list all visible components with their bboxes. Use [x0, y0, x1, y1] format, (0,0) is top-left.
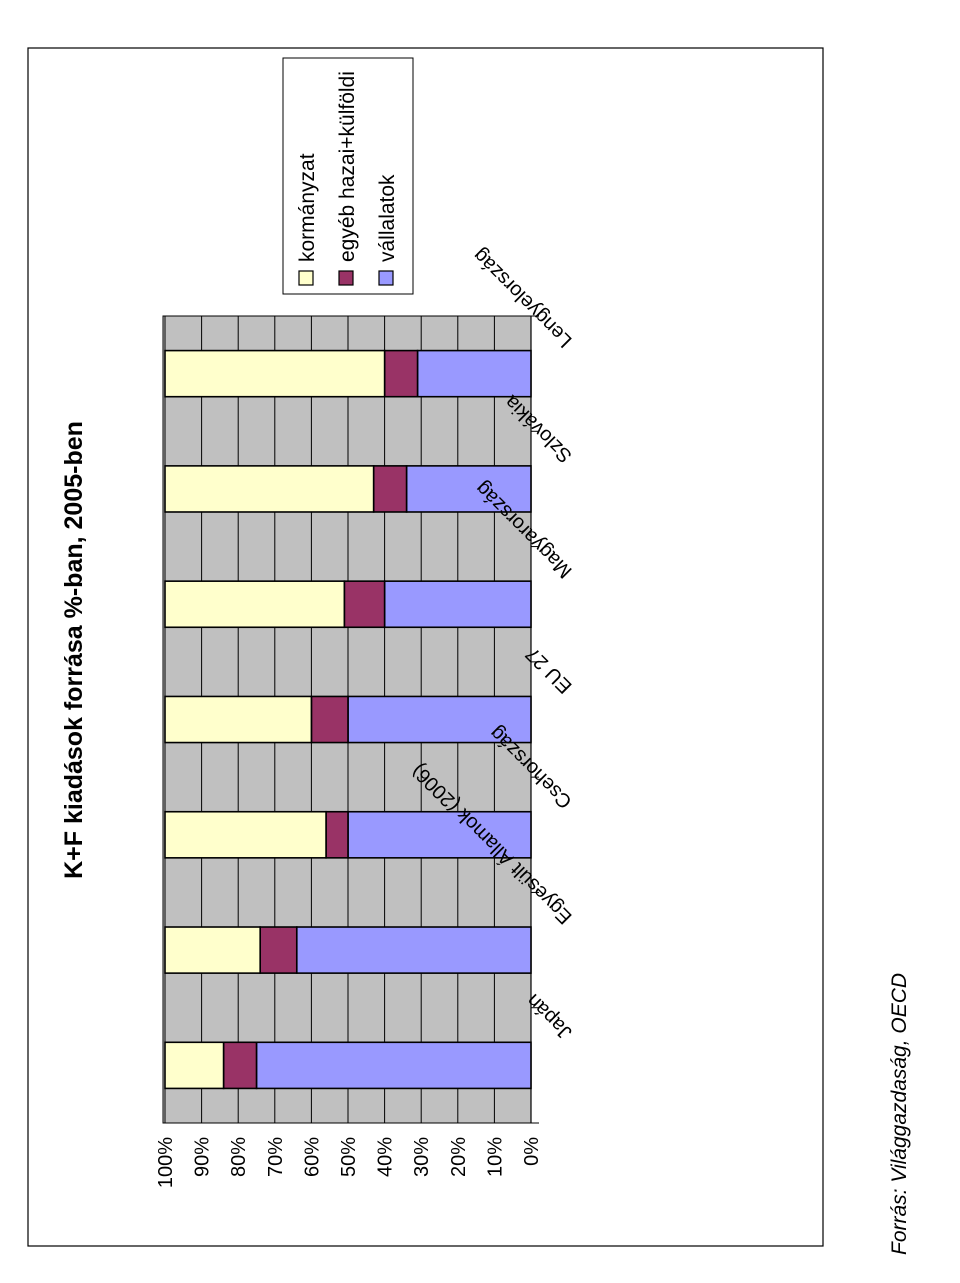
- bar-segment: [164, 349, 386, 398]
- bar-segment: [310, 695, 349, 744]
- bar-segment: [164, 1041, 225, 1090]
- bar-segment: [164, 810, 327, 859]
- y-tick-label: 70%: [265, 1137, 287, 1177]
- source-note: Forrás: Világgazdaság, OECD: [888, 973, 911, 1255]
- y-tick-label: 50%: [338, 1137, 360, 1177]
- legend-label: vállalatok: [376, 174, 399, 262]
- chart-title: K+F kiadások forrása %-ban, 2005-ben: [60, 421, 88, 879]
- y-tick-label: 100%: [155, 1137, 177, 1188]
- y-tick-label: 20%: [448, 1137, 470, 1177]
- bar-segment: [343, 580, 386, 629]
- legend: kormányzat egyéb hazai+külföldi vállalatok: [282, 57, 414, 295]
- bar-segment: [383, 580, 532, 629]
- bar-segment: [325, 810, 349, 859]
- bar-segment: [372, 465, 408, 513]
- y-tick-label: 40%: [375, 1137, 397, 1177]
- y-axis-ticks: 0% 10% 20% 30% 40% 50% 60% 70% 80% 90% 100%: [155, 1137, 543, 1188]
- y-tick-label: 30%: [411, 1137, 433, 1177]
- y-tick-label: 0%: [521, 1137, 543, 1166]
- bar-segment: [255, 1041, 532, 1090]
- bar-segment: [164, 695, 313, 744]
- bar-segment: [164, 580, 346, 629]
- bar-segment: [347, 810, 532, 859]
- y-tick-label: 60%: [301, 1137, 323, 1177]
- bar-segment: [416, 349, 532, 398]
- bar-segment: [222, 1041, 258, 1090]
- legend-swatch: [338, 270, 354, 286]
- bar-segment: [164, 465, 375, 513]
- legend-swatch: [298, 270, 314, 286]
- legend-label: egyéb hazai+külföldi: [336, 71, 359, 262]
- bar-segment: [164, 926, 261, 974]
- y-tick-label: 90%: [192, 1137, 214, 1177]
- y-tick-label: 10%: [484, 1137, 506, 1177]
- bar-segment: [383, 349, 419, 398]
- legend-box: [282, 57, 414, 295]
- legend-label: kormányzat: [296, 153, 319, 262]
- bar-segment: [295, 926, 532, 974]
- y-tick-label: 80%: [228, 1137, 250, 1177]
- bar-segment: [259, 926, 298, 974]
- bars: [164, 349, 532, 1090]
- bar-segment: [347, 695, 532, 744]
- legend-swatch: [378, 270, 394, 286]
